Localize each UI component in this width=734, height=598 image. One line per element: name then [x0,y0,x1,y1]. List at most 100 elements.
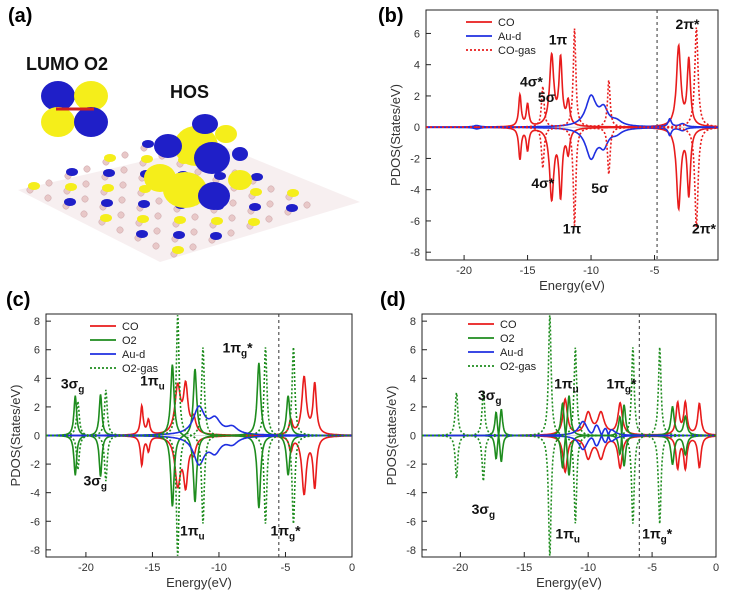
x-tick-label: -15 [520,265,536,277]
hos-label: HOS [170,82,209,102]
y-tick-label: -6 [30,516,40,528]
y-axis-title: PDOS(States/eV) [388,84,403,186]
lattice-node [82,180,90,188]
chart-panel-d: (d)-20 -15 -10 -5 0-8-6-4-202468Energy(eV)PD… [380,289,719,590]
series-line-up [426,27,718,128]
lattice-node [266,200,274,208]
y-tick-label: 6 [414,28,420,40]
orbital-annotation: 4σ* [531,175,554,191]
lattice-node [119,181,127,189]
orbital-lobe [66,168,78,176]
orbital-lobe [249,203,261,211]
y-tick-label: -8 [30,545,40,557]
series-line-down [46,347,352,556]
orbital-annotation: 1πg* [223,340,254,360]
lattice-node [190,228,198,236]
x-tick-label: -20 [456,265,472,277]
series-line-up [426,42,718,128]
orbital-annotation: 3σg [472,501,495,521]
y-tick-label: 0 [410,431,416,443]
y-tick-label: 0 [34,431,40,443]
orbital-lobe [248,218,260,226]
y-tick-label: -2 [410,153,420,165]
x-tick-label: -20 [452,562,468,574]
legend-entry: CO [500,319,517,331]
orbital-annotation: 1πg* [270,523,301,543]
x-tick-label: -5 [650,265,660,277]
orbital-annotation: 1πu [554,375,579,395]
x-tick-label: -15 [144,562,160,574]
legend-entry: O2-gas [500,361,537,373]
orbital-lobe [101,199,113,207]
y-tick-label: 2 [34,402,40,414]
lattice-node [154,212,162,220]
orbital-lobe [136,230,148,238]
lattice-node [189,243,197,251]
lattice-node [228,214,236,222]
orbital-lobe [103,169,115,177]
orbital-lobe [251,173,263,181]
orbital-annotation: 5σ [591,180,609,196]
lumo-o2-label: LUMO O2 [26,54,108,74]
legend-entry: O2 [500,333,515,345]
orbital-annotation: 2π* [676,16,701,32]
legend-entry: Au-d [122,349,145,361]
orbital-lobe [172,246,184,254]
lattice-node [44,194,52,202]
x-tick-label: -10 [580,562,596,574]
orbital-annotation: 1πg* [606,375,637,395]
lattice-node [152,242,160,250]
orbital-lobe [64,198,76,206]
orbital-lobe [65,183,77,191]
orbital-lobe [250,188,262,196]
orbital-lobe [28,182,40,190]
orbital-lobe [138,200,150,208]
y-axis-title: PDOS(States/eV) [8,385,23,487]
orbital-lobe [173,231,185,239]
lattice-node [120,166,128,174]
legend-entry: CO [122,321,139,333]
x-axis-title: Energy(eV) [166,575,232,590]
orbital-lobe [100,214,112,222]
series-line-down [422,347,716,556]
legend-entry: O2-gas [122,363,159,375]
panel-label: (b) [378,5,404,27]
lattice-node [155,197,163,205]
x-tick-label: 0 [349,562,355,574]
orbital-lobe [141,155,153,163]
y-tick-label: 2 [410,402,416,414]
lattice-node [153,227,161,235]
legend: CO O2 Au-d O2-gas [90,321,159,375]
orbital-lobe [287,189,299,197]
y-tick-label: -4 [406,488,416,500]
orbital-lobe [142,140,154,148]
legend-entry: CO [498,17,515,29]
hos-orbital-icon [144,114,252,210]
x-tick-label: -5 [647,562,657,574]
lattice-node [303,201,311,209]
lattice-node [118,196,126,204]
plot-frame [425,9,719,261]
orbital-lobe [174,216,186,224]
y-tick-label: -6 [410,216,420,228]
lattice-node [45,179,53,187]
legend-entry: CO-gas [498,45,536,57]
orbital-annotation: 2π* [692,220,717,236]
series-line-up [426,94,718,128]
orbital-annotation: 4σ* [520,74,543,90]
x-tick-label: -20 [78,562,94,574]
y-tick-label: 2 [414,91,420,103]
orbital-annotation: 1π [549,31,568,47]
y-tick-label: -4 [410,185,420,197]
y-tick-label: -8 [406,545,416,557]
lattice-node [265,215,273,223]
panel-a-label: (a) [8,5,32,27]
y-tick-label: 4 [414,60,420,72]
lattice-node [83,165,91,173]
lumo-o2-orbital-icon [41,81,108,137]
lattice-node [117,211,125,219]
lattice-node [229,199,237,207]
legend-entry: Au-d [498,31,521,43]
orbital-annotation: 1πu [180,523,205,543]
